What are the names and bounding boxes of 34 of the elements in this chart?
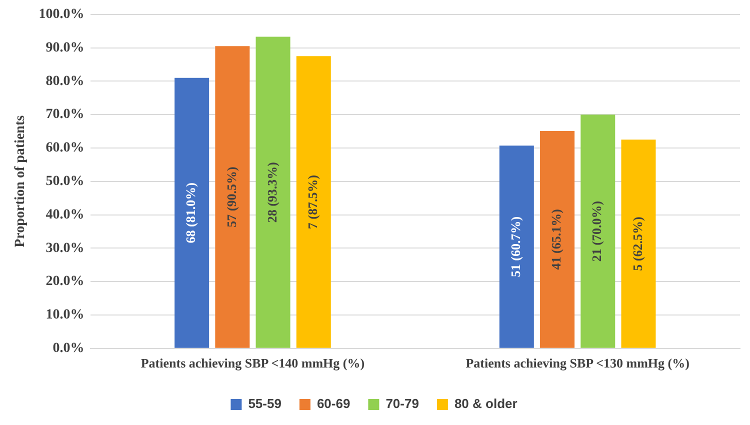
bar <box>296 56 331 348</box>
x-tick-label: Patients achieving SBP <130 mmHg (%) <box>466 356 690 371</box>
data-label: 57 (90.5%) <box>224 166 239 228</box>
y-tick-label: 70.0% <box>46 107 84 122</box>
y-tick-label: 90.0% <box>46 40 84 56</box>
data-label: 51 (60.7%) <box>508 216 524 278</box>
y-tick-label: 100.0% <box>38 7 84 22</box>
y-tick-label: 60.0% <box>46 140 84 156</box>
y-tick-label: 20.0% <box>46 274 84 290</box>
legend-label: 60-69 <box>316 396 350 412</box>
bar <box>540 130 575 348</box>
legend-label: 55-59 <box>248 396 282 412</box>
legend-label: 80 & older <box>454 396 518 412</box>
y-tick-label: 50.0% <box>46 174 84 190</box>
data-label: 41 (65.1%) <box>548 209 564 270</box>
bar <box>580 114 616 348</box>
bar <box>499 146 534 348</box>
y-axis-title: Proportion of patients <box>13 114 28 248</box>
bar <box>174 78 210 348</box>
y-tick-label: 30.0% <box>46 240 84 256</box>
data-label: 28 (93.3%) <box>264 162 280 223</box>
data-label: 21 (70.0%) <box>589 200 604 262</box>
legend-label: 70-79 <box>386 396 419 412</box>
data-label: 5 (62.5%) <box>630 216 645 271</box>
bar <box>256 36 290 348</box>
x-tick-label: Patients achieving SBP <140 mmHg (%) <box>140 356 365 371</box>
data-label: 7 (87.5%) <box>304 174 320 230</box>
y-tick-label: 40.0% <box>46 207 84 222</box>
y-tick-label: 0.0% <box>52 341 84 356</box>
bar <box>621 140 656 348</box>
y-tick-label: 80.0% <box>46 74 84 89</box>
bar <box>215 46 250 348</box>
data-label: 68 (81.0%) <box>183 182 198 244</box>
y-tick-label: 10.0% <box>46 308 84 323</box>
